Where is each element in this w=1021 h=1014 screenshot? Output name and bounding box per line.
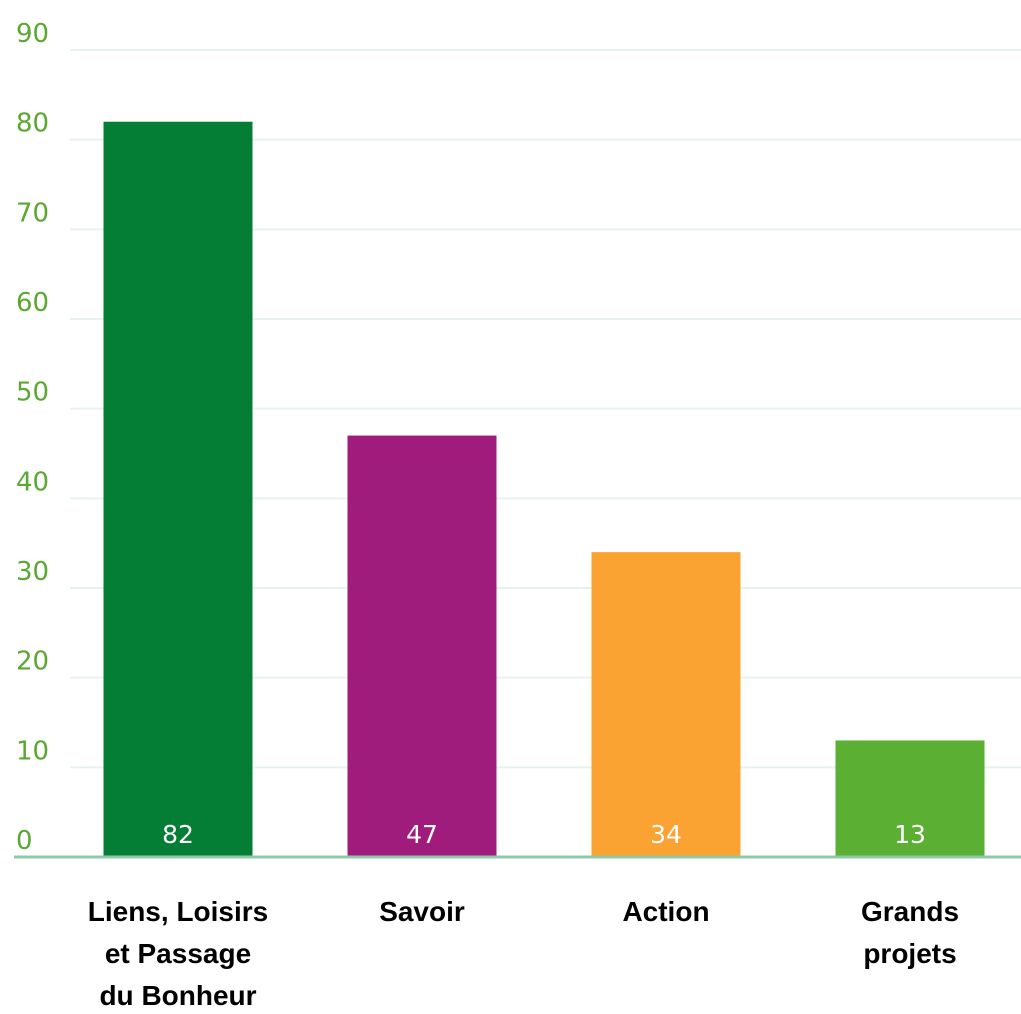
y-axis-ticks: 0 10 20 30 40 50 60 70 80 90 — [16, 19, 49, 856]
y-tick-label: 20 — [16, 647, 49, 677]
x-category-label: Action — [622, 896, 709, 927]
bar-value-labels: 82 47 34 13 — [162, 820, 926, 849]
y-tick-label: 80 — [16, 109, 49, 139]
bar — [835, 740, 985, 857]
bars — [103, 121, 985, 857]
y-tick-label: 40 — [16, 467, 49, 497]
bar-value-label: 47 — [406, 820, 438, 849]
bar — [591, 552, 741, 857]
bar-value-label: 82 — [162, 820, 194, 849]
x-category-label-line: et Passage — [105, 938, 251, 969]
x-category-label-line: Action — [622, 896, 709, 927]
y-tick-label: 60 — [16, 288, 49, 318]
x-category-label: Savoir — [379, 896, 465, 927]
x-category-label-line: Liens, Loisirs — [88, 896, 269, 927]
x-category-label-line: projets — [863, 938, 956, 969]
bar — [103, 121, 253, 857]
x-category-label-line: Grands — [861, 896, 959, 927]
y-tick-label: 0 — [16, 826, 33, 856]
x-category-label: Grands projets — [861, 896, 959, 969]
bar-value-label: 13 — [894, 820, 926, 849]
bar-value-label: 34 — [650, 820, 682, 849]
y-tick-label: 90 — [16, 19, 49, 49]
x-axis-category-labels: Liens, Loisirs et Passage du Bonheur Savoir… — [88, 896, 959, 1011]
x-category-label-line: Savoir — [379, 896, 465, 927]
bar — [347, 435, 497, 857]
y-tick-label: 50 — [16, 378, 49, 408]
x-category-label-line: du Bonheur — [99, 980, 256, 1009]
x-category-label: Liens, Loisirs et Passage du Bonheur — [88, 896, 269, 1009]
y-tick-label: 10 — [16, 736, 49, 766]
y-tick-label: 30 — [16, 557, 49, 587]
y-tick-label: 70 — [16, 198, 49, 228]
